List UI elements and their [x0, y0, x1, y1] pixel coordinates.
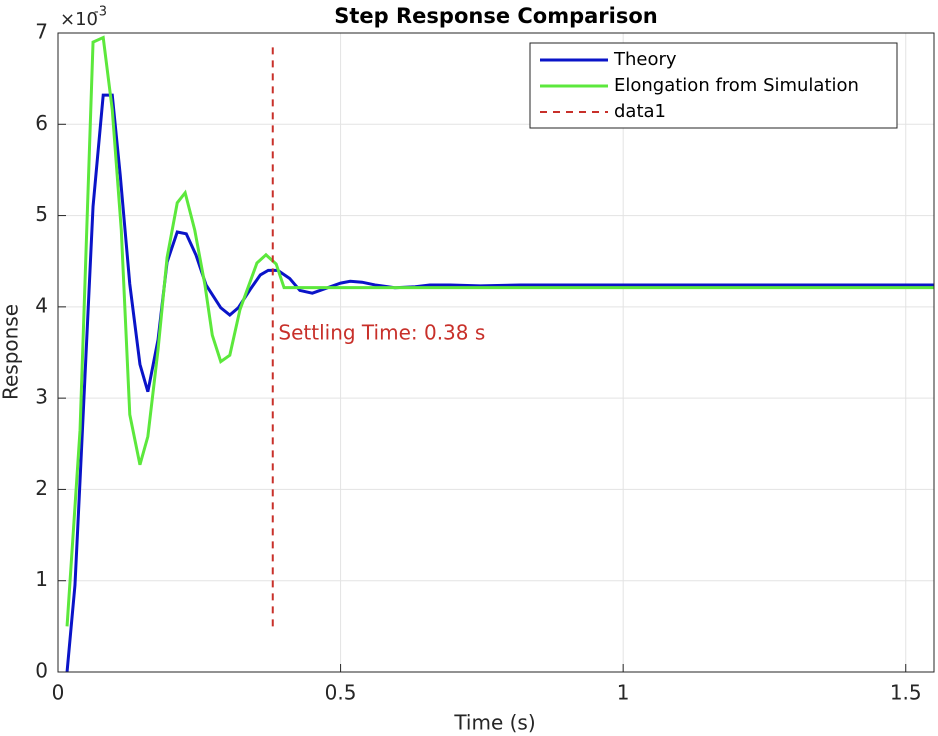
- x-tick-label: 1.5: [890, 681, 922, 705]
- y-tick-label: 7: [35, 20, 48, 44]
- y-multiplier: ×10: [60, 9, 98, 30]
- axes-box: [57, 32, 935, 673]
- series-line: [65, 35, 934, 627]
- legend-label: Theory: [613, 49, 677, 70]
- annotation: Settling Time: 0.38 s: [278, 321, 485, 345]
- y-tick-label: 6: [35, 111, 48, 135]
- legend-label: data1: [614, 101, 666, 122]
- legend-label: Elongation from Simulation: [614, 75, 859, 96]
- x-tick-label: 0: [52, 681, 65, 705]
- y-multiplier-exponent: -3: [94, 5, 107, 20]
- x-tick-label: 0.5: [325, 681, 357, 705]
- x-axis-label: Time (s): [453, 711, 535, 735]
- y-tick-label: 0: [35, 659, 48, 683]
- y-tick-label: 2: [35, 476, 48, 500]
- y-axis-label: Response: [0, 304, 23, 400]
- x-tick-label: 1: [617, 681, 630, 705]
- plot-area: [58, 33, 934, 672]
- y-tick-label: 3: [35, 385, 48, 409]
- chart-title: Step Response Comparison: [334, 4, 657, 28]
- y-tick-label: 5: [35, 202, 48, 226]
- y-tick-label: 4: [35, 293, 48, 317]
- y-tick-label: 1: [35, 567, 48, 591]
